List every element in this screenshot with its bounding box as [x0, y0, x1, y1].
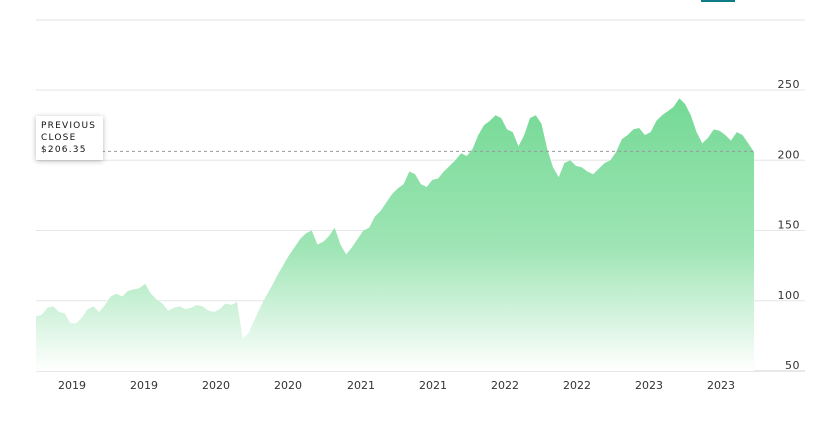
callout-line-1: PREVIOUS — [41, 121, 97, 131]
callout-line-2: CLOSE — [41, 133, 77, 143]
x-axis-labels: 2019 2019 2020 2020 2021 2021 2022 2022 2023 2023 — [58, 379, 735, 392]
range-selector-indicator[interactable] — [701, 0, 735, 2]
x-tick-label: 2022 — [491, 379, 519, 392]
x-tick-label: 2023 — [635, 379, 663, 392]
y-tick-label: 150 — [778, 219, 801, 232]
x-tick-label: 2020 — [202, 379, 230, 392]
price-area — [36, 98, 754, 372]
x-tick-label: 2020 — [274, 379, 302, 392]
x-tick-label: 2022 — [563, 379, 591, 392]
y-tick-label: 50 — [785, 359, 800, 372]
y-axis-labels: 250 200 150 100 50 — [778, 78, 801, 372]
x-tick-label: 2019 — [58, 379, 86, 392]
x-tick-label: 2023 — [707, 379, 735, 392]
y-tick-label: 200 — [778, 148, 801, 161]
x-tick-label: 2019 — [130, 379, 158, 392]
y-tick-label: 100 — [778, 289, 801, 302]
y-tick-label: 250 — [778, 78, 801, 91]
x-tick-label: 2021 — [419, 379, 447, 392]
x-tick-label: 2021 — [347, 379, 375, 392]
callout-line-3: $206.35 — [41, 145, 87, 155]
previous-close-callout: PREVIOUS CLOSE $206.35 — [36, 116, 103, 160]
